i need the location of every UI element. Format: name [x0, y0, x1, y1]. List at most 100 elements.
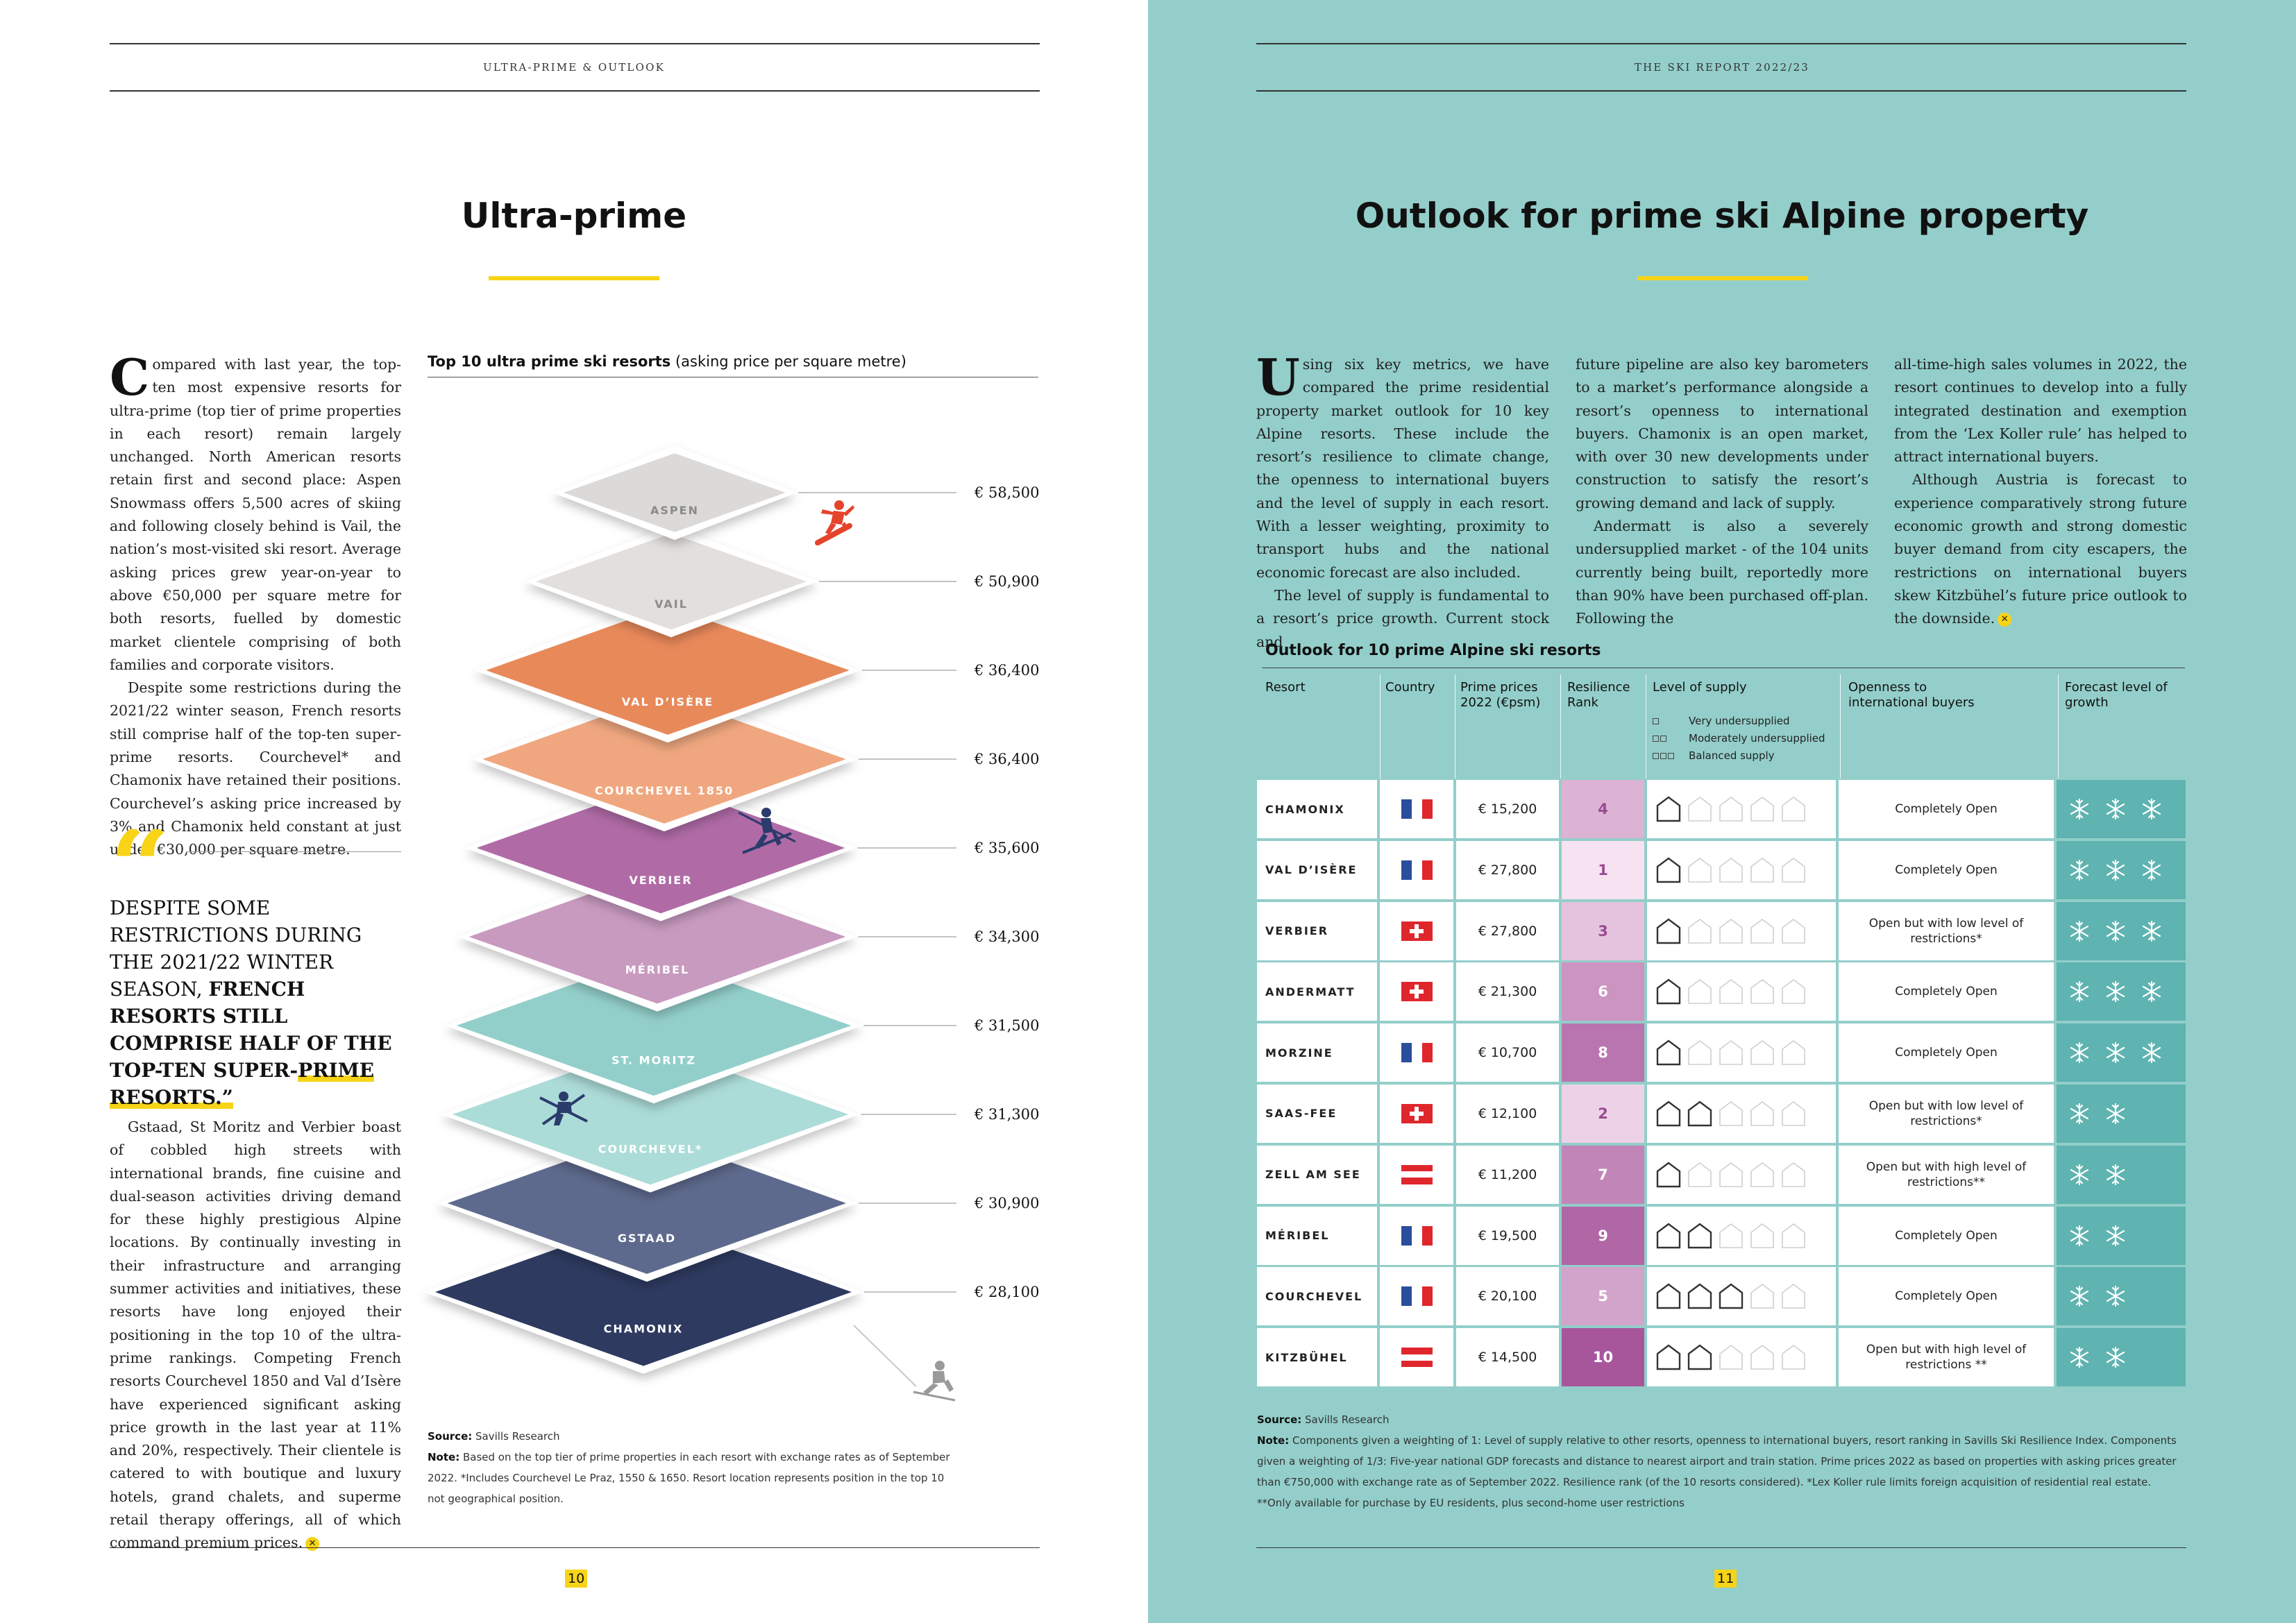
column-header-openness: Openness to international buyers: [1848, 680, 1975, 711]
legend-swatch: [1653, 749, 1689, 762]
header-line: 2022 (€psm): [1460, 695, 1541, 710]
cell-growth: [2057, 1084, 2186, 1143]
chart-source: Source: Savills Research: [428, 1426, 955, 1447]
chart-title-rest: (asking price per square metre): [670, 353, 906, 370]
table-note: Note: Components given a weighting of 1:…: [1257, 1430, 2187, 1513]
openness-line: restrictions*: [1910, 1114, 1982, 1128]
house-icon: [1719, 1345, 1743, 1370]
house-icon: [1750, 1162, 1774, 1187]
cell-price: € 12,100: [1456, 1084, 1559, 1143]
cell-resort: ANDERMATT: [1257, 962, 1377, 1021]
chart-note: Note: Based on the top tier of prime pro…: [428, 1447, 955, 1509]
cell-openness: Open but with low level of restrictions*: [1839, 1084, 2054, 1143]
house-icon: [1656, 857, 1681, 883]
value-label: € 31,500: [974, 1017, 1040, 1034]
chart-layer: GSTAAD € 30,900: [436, 1124, 1040, 1282]
snowboarder-icon: [815, 500, 854, 546]
flag-icon: [1401, 921, 1433, 941]
header-line: growth: [2065, 695, 2109, 710]
table-row: VAL D’ISÈRE € 27,800 1 Completely Open: [1257, 840, 2187, 902]
snowflake-icon: [2142, 798, 2161, 820]
table-row: VERBIER € 27,800 3 Open but with low level …: [1257, 901, 2187, 963]
chart-title-bold: Top 10 ultra prime ski resorts: [428, 353, 671, 370]
category-label: COURCHEVEL*: [598, 1143, 703, 1156]
chart-layer: CHAMONIX € 28,100: [424, 1210, 1040, 1374]
snowflake-icon: [2070, 920, 2089, 942]
cell-growth: [2057, 1267, 2186, 1326]
page-title: Ultra-prime: [461, 196, 687, 236]
cell-price: € 15,200: [1456, 780, 1559, 838]
running-header: THE SKI REPORT 2022/23: [1634, 61, 1810, 74]
chart-bar: [447, 1132, 847, 1274]
title-underline: [489, 276, 659, 280]
cell-growth: [2057, 1206, 2186, 1265]
column-header-rank: Resilience Rank: [1567, 680, 1630, 711]
cell-resort: ZELL AM SEE: [1257, 1145, 1377, 1204]
supply-legend-item: Balanced supply: [1653, 749, 1775, 762]
table-row: COURCHEVEL € 20,100 5 Completely Open: [1257, 1267, 2187, 1328]
snowflake-icon: [2070, 859, 2089, 881]
source-label: Source:: [428, 1430, 473, 1443]
house-icon: [1750, 857, 1774, 883]
paragraph-text: Gstaad, St Moritz and Verbier boast of c…: [110, 1119, 401, 1552]
category-label: GSTAAD: [618, 1232, 676, 1245]
cell-supply: [1647, 1145, 1836, 1204]
title-underline: [1637, 276, 1808, 280]
openness-line: Completely Open: [1895, 1289, 1998, 1304]
cell-country: [1380, 1206, 1453, 1265]
cell-resort: KITZBÜHEL: [1257, 1328, 1377, 1387]
house-icon: [1782, 797, 1805, 822]
house-icon: [1719, 1223, 1743, 1248]
chart-bar: [536, 533, 807, 630]
column-divider: [1840, 674, 1841, 779]
snowflake-icon: [2070, 1103, 2089, 1125]
house-icon: [1782, 918, 1805, 944]
house-icon: [1688, 1040, 1712, 1065]
column-header-price: Prime prices 2022 (€psm): [1460, 680, 1540, 711]
house-icon: [1782, 1162, 1805, 1187]
header-line: Resilience: [1567, 680, 1630, 695]
house-icon: [1687, 1101, 1712, 1127]
pull-quote: “ Despite some restrictions during the 2…: [110, 829, 401, 1111]
chart-bar: [482, 695, 846, 824]
column-divider: [2058, 674, 2059, 779]
table-row: MÉRIBEL € 19,500 9 Completely Open: [1257, 1206, 2187, 1268]
value-label: € 28,100: [974, 1284, 1040, 1300]
note-label: Note:: [428, 1451, 460, 1463]
table-row: ANDERMATT € 21,300 6 Completely Open: [1257, 962, 2187, 1023]
cell-supply: [1647, 1206, 1836, 1265]
house-icon: [1750, 1223, 1774, 1248]
header-line: Prime prices: [1460, 680, 1538, 695]
value-label: € 35,600: [974, 840, 1040, 856]
house-icon: [1782, 1223, 1805, 1248]
paragraph: Gstaad, St Moritz and Verbier boast of c…: [110, 1116, 401, 1555]
snowflake-icon: [2106, 1042, 2125, 1064]
legend-label: Balanced supply: [1689, 749, 1775, 762]
cell-supply: [1647, 840, 1836, 899]
house-icon: [1782, 979, 1805, 1005]
header-line: Forecast level of: [2065, 680, 2168, 695]
cell-supply: [1647, 1023, 1836, 1082]
cell-growth: [2057, 901, 2186, 960]
cell-rank: 9: [1562, 1206, 1644, 1265]
table-source: Source: Savills Research: [1257, 1409, 2187, 1430]
cell-openness: Completely Open: [1839, 1206, 2054, 1265]
note-label: Note:: [1257, 1434, 1290, 1447]
house-icon: [1656, 1283, 1681, 1309]
cell-price: € 21,300: [1456, 962, 1559, 1021]
drop-cap: U: [1256, 348, 1300, 407]
table-title: Outlook for 10 prime Alpine ski resorts: [1265, 642, 1601, 659]
snowflake-icon: [2106, 1103, 2125, 1125]
flag-icon: [1401, 982, 1433, 1002]
cell-resort: CHAMONIX: [1257, 780, 1377, 838]
value-label: € 34,300: [974, 928, 1040, 945]
cell-resort: MORZINE: [1257, 1023, 1377, 1082]
house-icon: [1687, 1223, 1712, 1248]
category-label: VAIL: [655, 597, 688, 611]
house-icon: [1719, 1040, 1743, 1065]
chart-bar: [456, 955, 852, 1096]
chart-layer: ST. MORITZ € 31,500: [445, 947, 1040, 1104]
openness-line: Open but with low level of: [1868, 916, 2024, 931]
source-value: Savills Research: [472, 1430, 560, 1443]
